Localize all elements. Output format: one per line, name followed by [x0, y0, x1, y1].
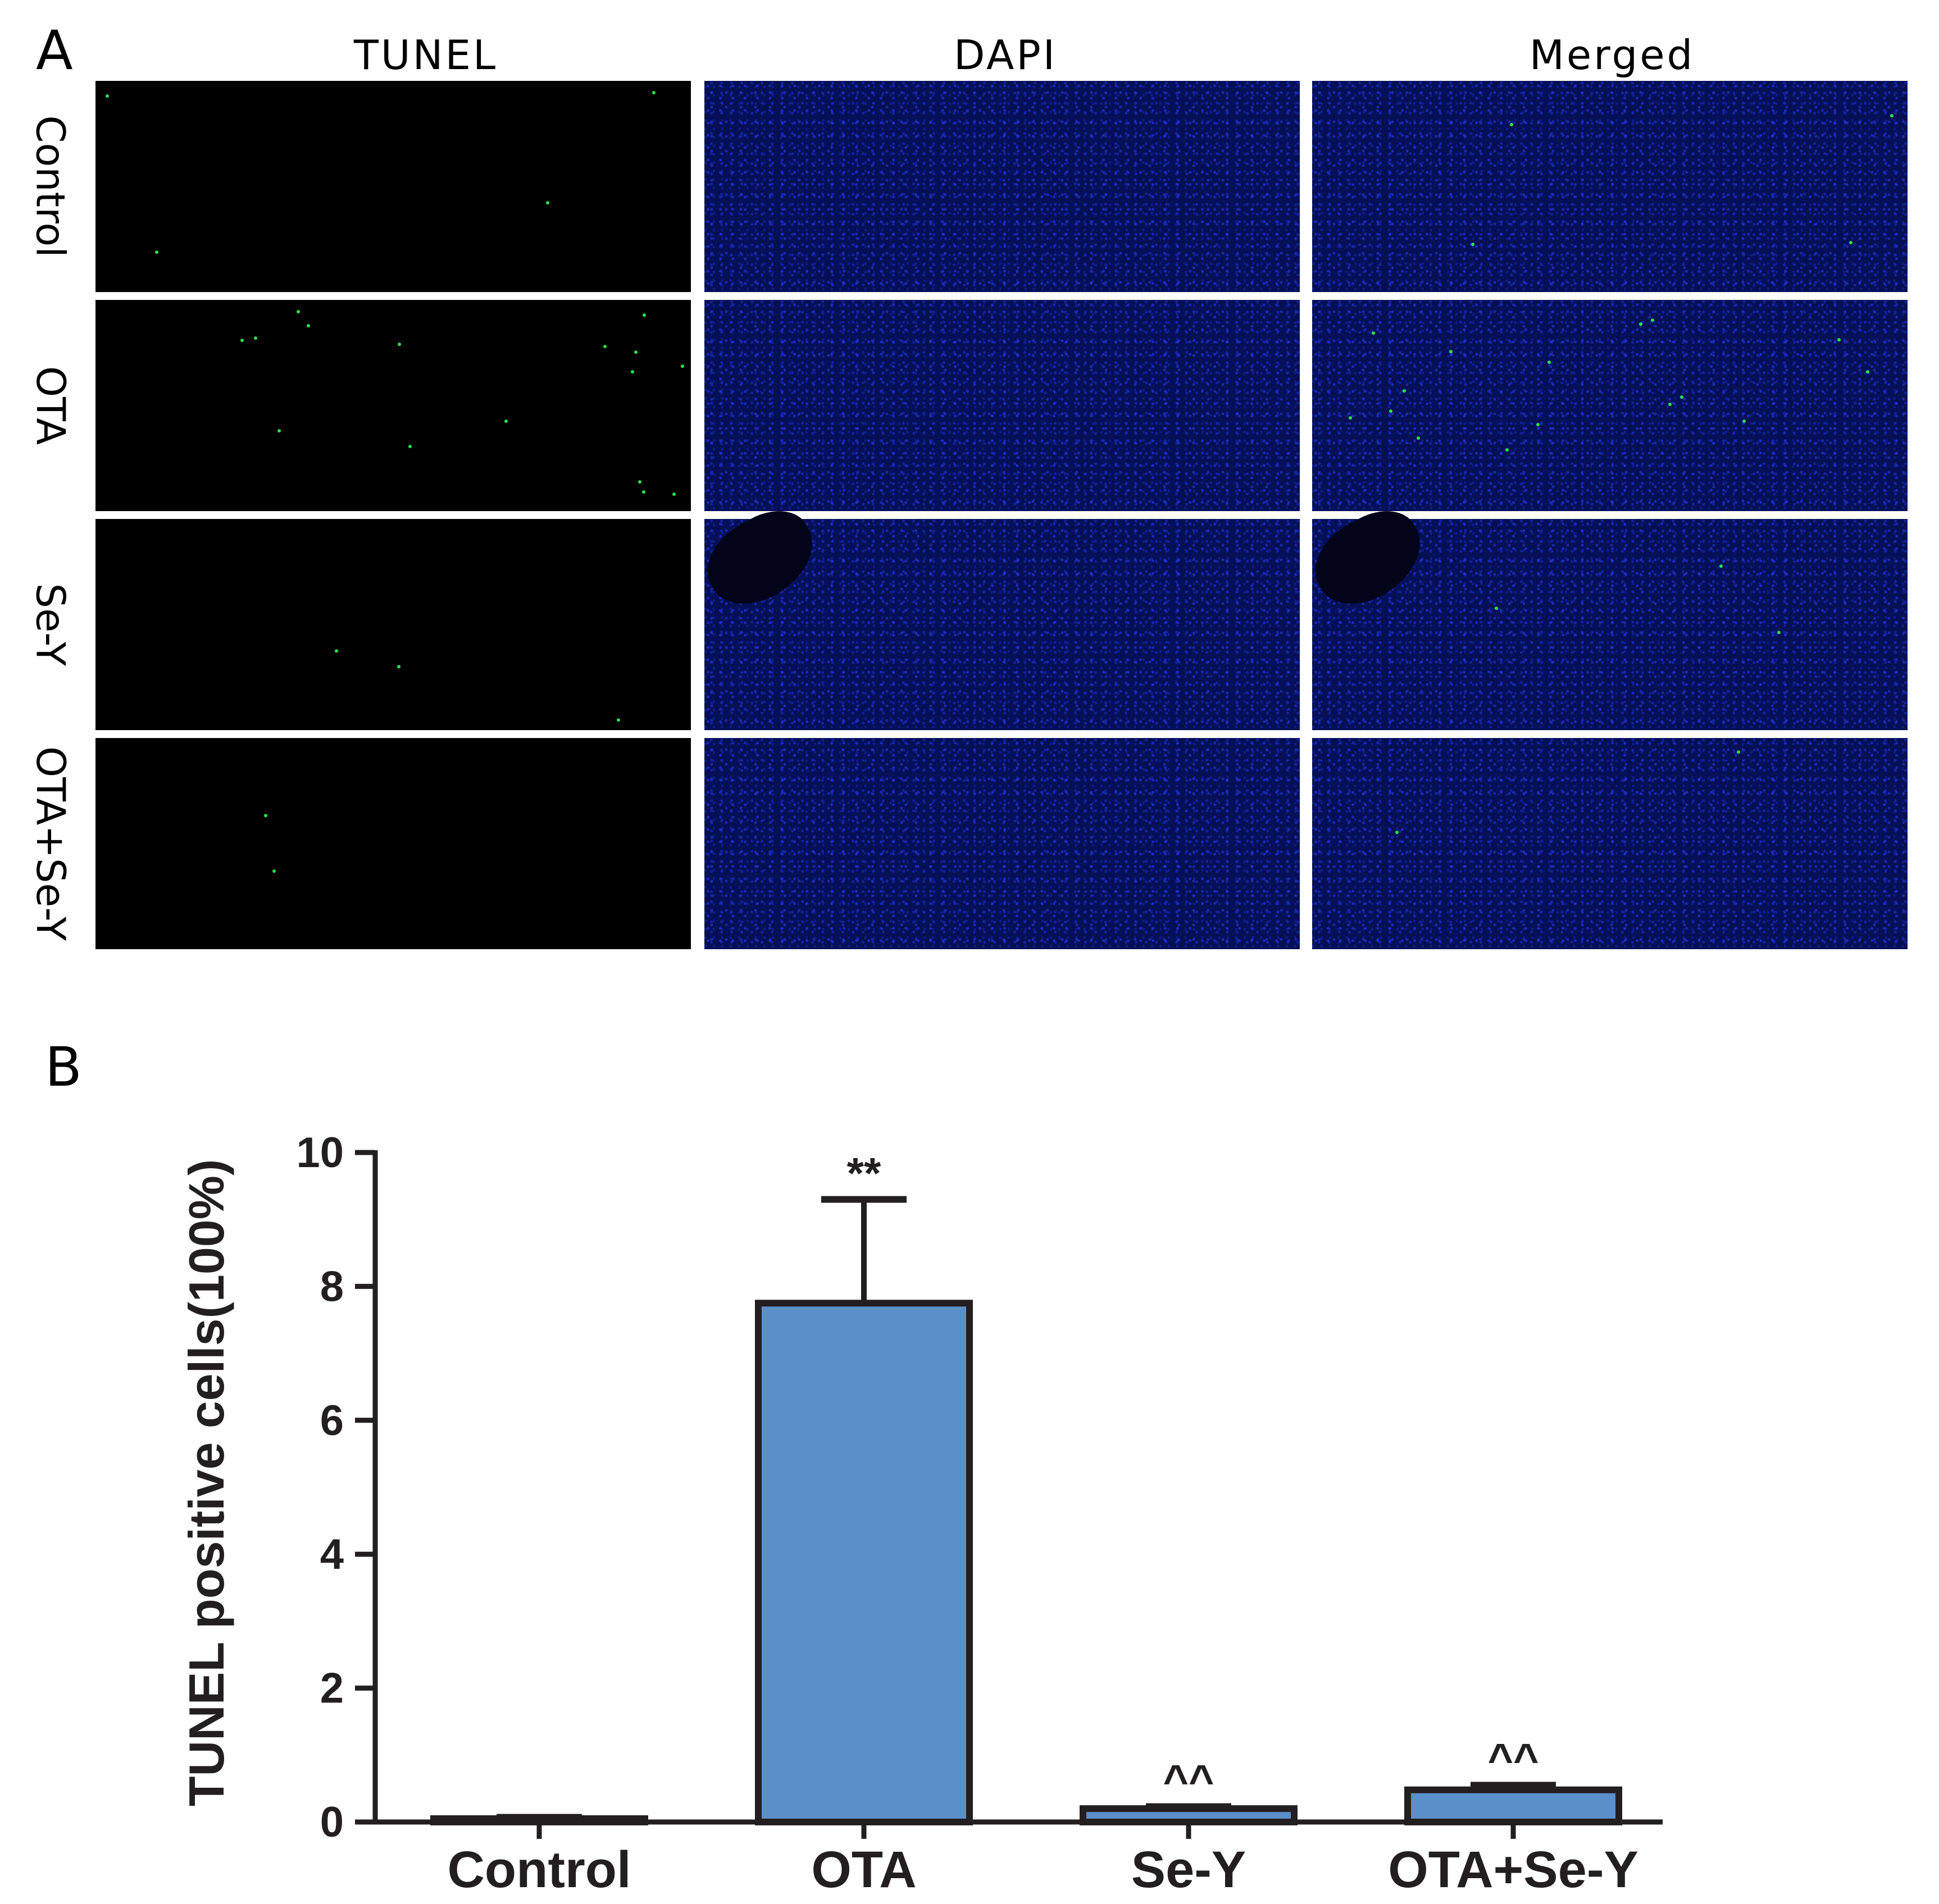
tunel-signal-dot [1372, 331, 1375, 335]
tunel-signal-dot [408, 445, 412, 448]
tunel-signal-dot [1505, 448, 1509, 452]
tunel-signal-dot [1349, 416, 1352, 420]
tunel-signal-dot [254, 336, 257, 340]
tunel-signal-dot [106, 94, 109, 98]
y-tick-label: 0 [320, 1798, 344, 1846]
micrograph-se-y-tunel [95, 519, 691, 730]
significance-annotation: ^^ [1487, 1734, 1539, 1783]
tunel-signal-dot [1651, 318, 1654, 322]
micrograph-ota-se-y-merged [1312, 738, 1908, 949]
tunel-signal-dot [672, 493, 676, 496]
tunel-signal-dot [1719, 564, 1723, 568]
micrograph-control-tunel [95, 81, 691, 292]
tunel-signal-dot [1849, 241, 1852, 244]
tunel-signal-dot [1417, 436, 1420, 440]
tunel-signal-dot [240, 339, 244, 342]
column-header-merged: Merged [1529, 31, 1695, 79]
tunel-signal-dot [1866, 370, 1869, 373]
tunel-signal-dot [617, 718, 620, 722]
tunel-signal-dot [1837, 338, 1841, 341]
tunel-signal-dot [398, 343, 401, 346]
tunel-signal-dot [1777, 631, 1781, 634]
tunel-signal-dot [642, 490, 645, 494]
column-header-dapi: DAPI [953, 31, 1058, 79]
micrograph-ota-se-y-dapi [704, 738, 1300, 949]
tunel-signal-dot [1680, 395, 1683, 399]
y-tick-label: 4 [320, 1531, 344, 1578]
tunel-signal-dot [1510, 123, 1513, 126]
row-label-ota: OTA [28, 366, 74, 445]
tunel-signal-dot [277, 429, 281, 432]
x-tick-label: Control [447, 1841, 631, 1898]
panel-b-letter: B [45, 1036, 82, 1099]
tunel-signal-dot [652, 91, 656, 94]
tunel-signal-dot [643, 313, 646, 317]
micrograph-control-dapi [704, 81, 1300, 292]
y-tick-label: 2 [320, 1665, 344, 1712]
micrograph-ota-tunel [95, 300, 691, 511]
tunel-signal-dot [504, 420, 508, 423]
tunel-signal-dot [1495, 607, 1498, 610]
tunel-signal-dot [297, 310, 300, 313]
bar-ota [755, 1300, 973, 1825]
significance-annotation: ^^ [1163, 1756, 1214, 1805]
y-axis-label: TUNEL positive cells(100%) [179, 1159, 234, 1807]
tunel-signal-dot [1547, 361, 1551, 364]
micrograph-ota-dapi [704, 300, 1300, 511]
tunel-signal-dot [1742, 420, 1746, 423]
bar-chart: 0 2 4 6 8 10 TUNEL positive cells(100%) Control… [179, 1129, 1663, 1898]
tunel-signal-dot [1395, 831, 1399, 834]
tunel-signal-dot [1471, 243, 1474, 246]
x-tick-label: Se-Y [1131, 1841, 1246, 1898]
bar-se-y [1080, 1805, 1298, 1825]
x-tick-label: OTA [811, 1841, 916, 1898]
column-header-tunel: TUNEL [353, 31, 498, 79]
tunel-signal-dot [634, 350, 638, 354]
tunel-signal-dot [638, 480, 641, 484]
tunel-signal-dot [1737, 750, 1740, 754]
micrograph-control-merged [1312, 81, 1908, 292]
tunel-signal-dot [272, 869, 276, 873]
row-label-ota-se-y: OTA+Se-Y [28, 746, 74, 941]
tunel-signal-dot [1403, 389, 1406, 393]
micrograph-se-y-dapi [704, 519, 1300, 730]
tunel-signal-dot [397, 665, 400, 668]
micrograph-se-y-merged [1312, 519, 1908, 730]
tunel-signal-dot [1639, 322, 1642, 326]
tunel-signal-dot [1668, 403, 1672, 406]
significance-annotation: ** [847, 1148, 881, 1197]
row-label-se-y: Se-Y [28, 583, 74, 666]
y-tick-label: 6 [320, 1397, 344, 1445]
bar-control [430, 1815, 648, 1826]
tunel-signal-dot [1449, 350, 1453, 353]
tunel-signal-dot [1536, 423, 1540, 426]
tunel-signal-dot [307, 324, 310, 327]
tunel-signal-dot [603, 345, 607, 348]
bar-ota-se-y [1404, 1786, 1622, 1825]
tunel-signal-dot [631, 370, 634, 373]
panel-a-letter: A [36, 19, 73, 82]
tunel-signal-dot [264, 814, 267, 817]
tunel-signal-dot [1389, 409, 1392, 413]
row-label-control: Control [28, 115, 74, 258]
tunel-signal-dot [546, 201, 549, 204]
tunel-signal-dot [335, 649, 338, 653]
tunel-signal-dot [681, 365, 684, 368]
x-tick-label: OTA+Se-Y [1388, 1841, 1638, 1898]
micrograph-ota-merged [1312, 300, 1908, 511]
y-tick-label: 10 [296, 1129, 344, 1177]
tunel-signal-dot [155, 250, 158, 254]
y-tick-label: 8 [320, 1263, 344, 1310]
micrograph-ota-se-y-tunel [95, 738, 691, 949]
tunel-signal-dot [1890, 114, 1894, 117]
